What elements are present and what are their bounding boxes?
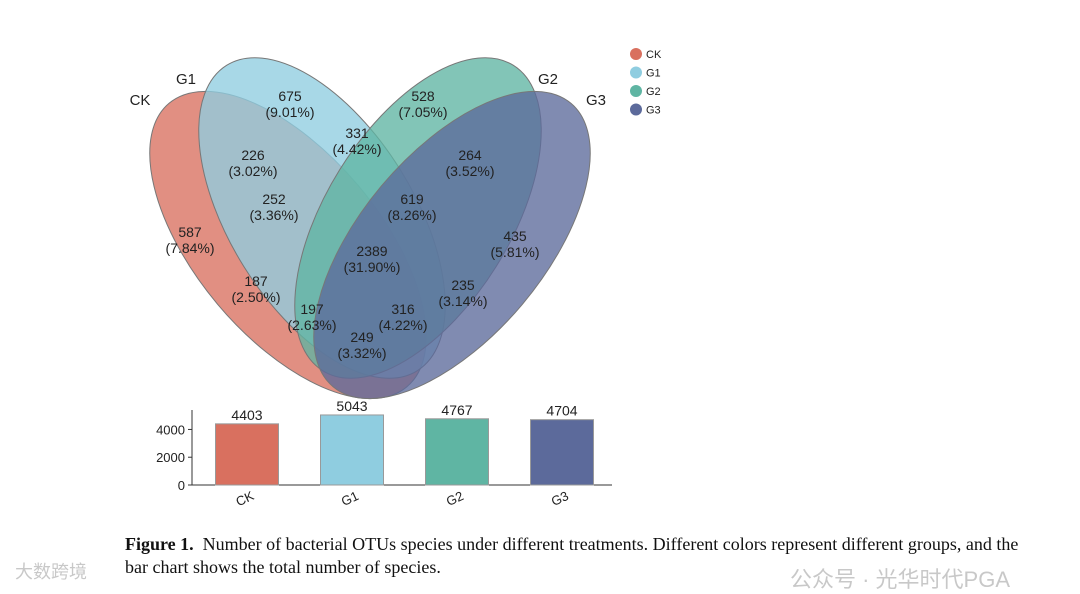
bar-ck (215, 423, 279, 486)
venn-region-count: 619 (400, 191, 424, 207)
venn-region-percent: (8.26%) (387, 207, 436, 223)
venn-region-count: 187 (244, 273, 268, 289)
figure-caption: Figure 1. Number of bacterial OTUs speci… (125, 533, 1025, 579)
bar-g1 (320, 414, 384, 486)
y-tick-label: 4000 (156, 422, 185, 437)
venn-region-percent: (7.05%) (398, 104, 447, 120)
venn-region-percent: (3.32%) (337, 345, 386, 361)
venn-region-percent: (5.81%) (490, 244, 539, 260)
venn-region-count: 226 (241, 147, 265, 163)
venn-region-count: 2389 (356, 243, 387, 259)
x-tick-label: CK (233, 488, 256, 509)
x-tick-label: G3 (549, 488, 571, 509)
venn-region-count: 264 (458, 147, 482, 163)
venn-region-percent: (9.01%) (265, 104, 314, 120)
venn-region-percent: (3.36%) (249, 207, 298, 223)
venn-region-percent: (3.52%) (445, 163, 494, 179)
bar-g3 (530, 419, 594, 486)
legend-marker (630, 48, 642, 60)
venn-set-label: CK (130, 92, 151, 109)
venn-region-count: 249 (350, 329, 374, 345)
venn-region-percent: (2.63%) (287, 317, 336, 333)
venn-region-count: 331 (345, 125, 369, 141)
legend-label: CK (646, 49, 662, 61)
venn-region-percent: (31.90%) (344, 259, 401, 275)
venn-region-percent: (4.22%) (378, 317, 427, 333)
legend-marker (630, 103, 642, 116)
venn-set-label: G3 (586, 92, 606, 109)
venn-region-count: 435 (503, 228, 527, 244)
venn-region-percent: (3.14%) (438, 293, 487, 309)
bar-value-label: 4403 (231, 407, 262, 423)
legend-label: G2 (646, 86, 661, 98)
venn-region-percent: (7.84%) (165, 240, 214, 256)
caption-label: Figure 1. (125, 534, 194, 554)
y-tick-label: 0 (178, 478, 185, 493)
venn-region-count: 252 (262, 191, 286, 207)
venn-region-percent: (2.50%) (231, 289, 280, 305)
x-tick-label: G1 (339, 488, 361, 509)
y-tick-label: 2000 (156, 450, 185, 465)
venn-region-count: 675 (278, 88, 302, 104)
venn-set-label: G1 (176, 71, 196, 88)
venn-set-g3 (313, 90, 591, 400)
bar-g2 (425, 418, 489, 486)
bar-value-label: 4704 (546, 403, 577, 419)
legend-label: G1 (646, 68, 661, 80)
x-tick-label: G2 (444, 488, 466, 509)
legend-label: G3 (646, 105, 661, 117)
bar-value-label: 4767 (441, 402, 472, 418)
venn-region-count: 197 (300, 301, 324, 317)
venn-region-count: 316 (391, 301, 415, 317)
watermark-1: 公众号 · 光华时代PGA (790, 567, 1011, 592)
venn-region-percent: (4.42%) (332, 141, 381, 157)
legend-marker (630, 85, 642, 97)
bar-value-label: 5043 (336, 398, 367, 414)
venn-region-count: 587 (178, 224, 202, 240)
watermark-2: 大数跨境 (15, 562, 87, 582)
venn-set-label: G2 (538, 71, 558, 88)
caption-text: Number of bacterial OTUs species under d… (125, 534, 1019, 577)
venn-region-count: 528 (411, 88, 435, 104)
venn-region-percent: (3.02%) (228, 163, 277, 179)
legend-marker (630, 66, 642, 79)
venn-region-count: 235 (451, 277, 475, 293)
